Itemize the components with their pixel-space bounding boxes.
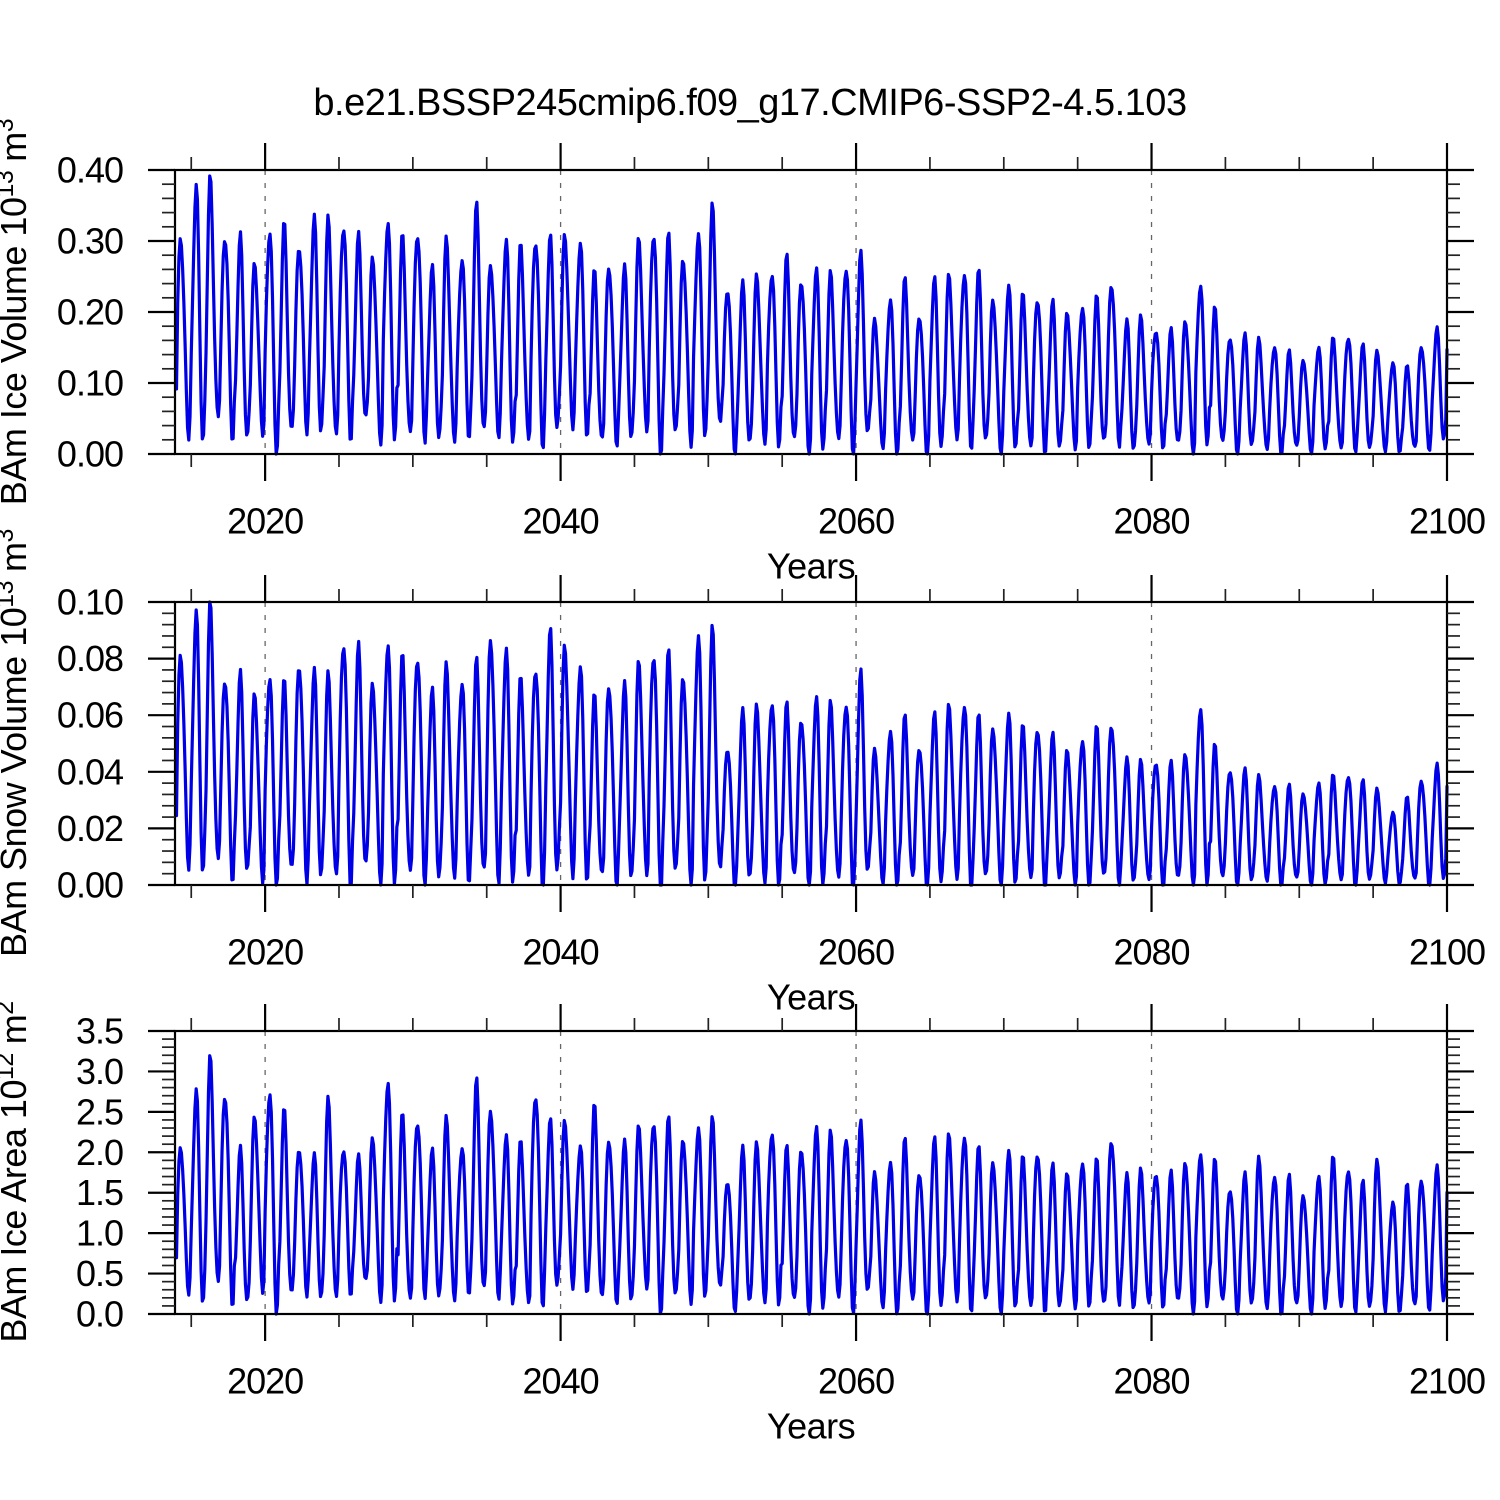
y-tick-label: 2.0 (76, 1132, 123, 1173)
y-tick-label: 0.20 (57, 292, 123, 333)
panel-ice-area: 2020 2040 2060 2080 21000.00.51.01.52.02.53.… (76, 1004, 1486, 1447)
series-ice-volume (174, 174, 1449, 456)
x-tick-label: 2080 (1113, 1361, 1189, 1402)
y-tick-label: 0.02 (57, 808, 123, 849)
x-tick-label: 2020 (227, 501, 303, 542)
y-axis-title-ice-area: BAm Ice Area 1012 m2 (0, 1001, 34, 1342)
x-tick-label: 2040 (523, 501, 599, 542)
y-tick-label: 0.5 (76, 1253, 123, 1294)
y-tick-label: 0.00 (57, 865, 123, 906)
y-axis-title-unit-exponent: 2 (0, 1001, 19, 1014)
x-tick-label: 2060 (818, 501, 894, 542)
x-tick-label: 2040 (523, 1361, 599, 1402)
y-tick-label: 3.0 (76, 1051, 123, 1092)
y-tick-label: 2.5 (76, 1091, 123, 1132)
y-tick-label: 0.04 (57, 751, 123, 792)
y-tick-label: 1.0 (76, 1213, 123, 1254)
panels-group: 2020 2040 2060 2080 2100 0.00 0.10 0.20 0.30 0.40… (57, 143, 1486, 1447)
y-axis-title-exponent: 13 (0, 581, 19, 608)
y-axis-title-unit: m (0, 542, 34, 572)
y-axis-title-unit-exponent: 3 (0, 119, 19, 132)
axis-border (173, 600, 1449, 887)
x-axis-title: Years (767, 977, 855, 1018)
axis-border (173, 1029, 1449, 1316)
x-tick-label: 2080 (1113, 932, 1189, 973)
x-tick-label: 2080 (1113, 501, 1189, 542)
panel-snow-volume: 2020 2040 2060 2080 2100 0.00 0.02 0.04 0.06 0.08… (57, 575, 1486, 1018)
y-axis-title-ice-volume: BAm Ice Volume 1013 m3 (0, 119, 34, 505)
y-tick-label: 0.0 (76, 1294, 123, 1335)
panel-ice-volume: 2020 2040 2060 2080 2100 0.00 0.10 0.20 0.30 0.40… (57, 143, 1486, 587)
y-axis-title-unit: m (0, 1015, 34, 1045)
y-tick-label: 0.10 (57, 582, 123, 623)
y-tick-label: 3.5 (76, 1011, 123, 1052)
y-axis-title-unit-exponent: 3 (0, 529, 19, 542)
x-tick-label: 2020 (227, 1361, 303, 1402)
x-tick-label: 2100 (1409, 1361, 1485, 1402)
figure-title: b.e21.BSSP245cmip6.f09_g17.CMIP6-SSP2-4.… (313, 82, 1186, 124)
y-tick-label: 1.5 (76, 1172, 123, 1213)
series-snow-volume (174, 600, 1449, 887)
y-tick-label: 0.06 (57, 695, 123, 736)
y-axis-title-exponent: 12 (0, 1053, 19, 1080)
y-axis-title-base: BAm Snow Volume 10 (0, 608, 34, 957)
y-tick-label: 0.30 (57, 221, 123, 262)
x-tick-label: 2100 (1409, 501, 1485, 542)
x-tick-label: 2060 (818, 932, 894, 973)
x-axis-title: Years (767, 1406, 855, 1447)
x-tick-label: 2100 (1409, 932, 1485, 973)
y-tick-label: 0.40 (57, 150, 123, 191)
series-ice-area (174, 1054, 1449, 1316)
y-axis-title-unit: m (0, 132, 34, 162)
y-axis-title-base: BAm Ice Volume 10 (0, 198, 34, 506)
x-tick-label: 2040 (523, 932, 599, 973)
y-axis-title-snow-volume: BAm Snow Volume 1013 m3 (0, 529, 34, 957)
y-axis-title-exponent: 13 (0, 171, 19, 198)
x-axis-title: Years (767, 546, 855, 587)
y-axis-title-base: BAm Ice Area 10 (0, 1080, 34, 1343)
x-tick-label: 2060 (818, 1361, 894, 1402)
y-tick-label: 0.08 (57, 638, 123, 679)
x-tick-label: 2020 (227, 932, 303, 973)
y-tick-label: 0.10 (57, 363, 123, 404)
y-tick-label: 0.00 (57, 434, 123, 475)
